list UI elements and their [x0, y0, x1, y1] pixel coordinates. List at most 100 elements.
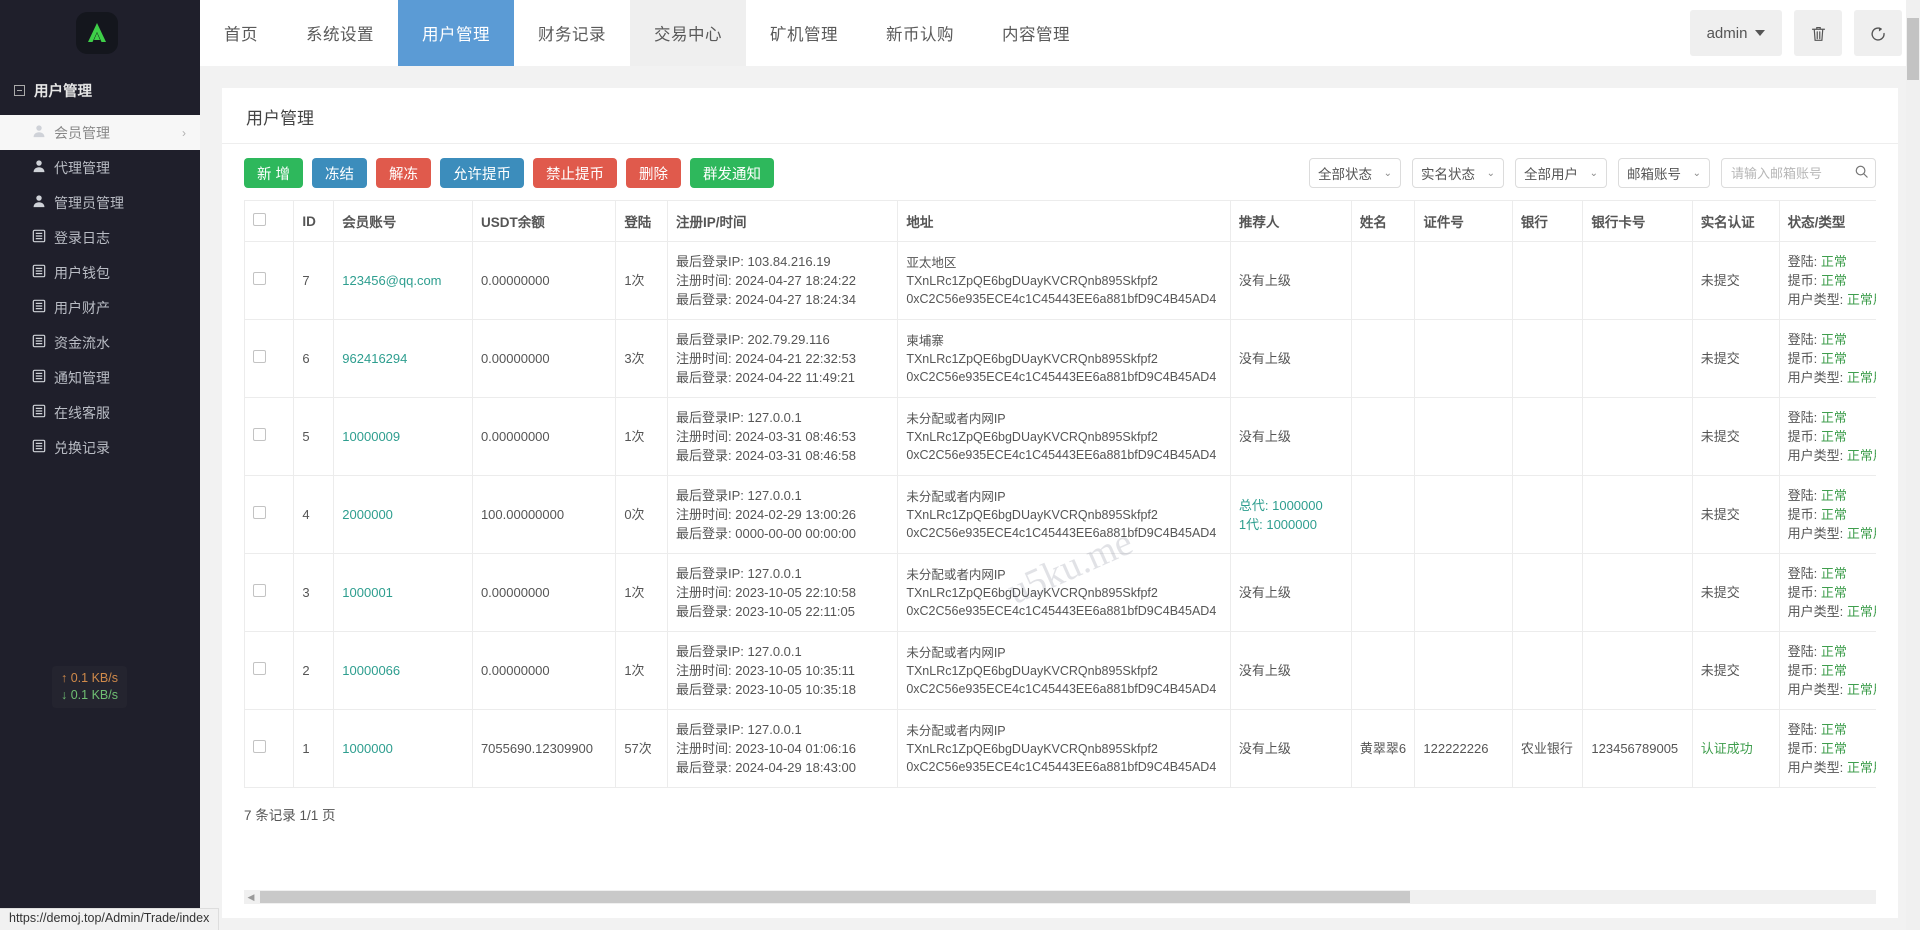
cell-address: 未分配或者内网IP TXnLRc1ZpQE6bgDUayKVCRQnb895Skf… — [897, 709, 1231, 788]
sidebar-item-8[interactable]: 在线客服 — [0, 395, 200, 430]
referrer-value: 没有上级 — [1238, 663, 1291, 678]
user-menu-button[interactable]: admin — [1690, 10, 1782, 56]
nav-link-0[interactable]: 首页 — [224, 26, 258, 44]
nav-link-3[interactable]: 财务记录 — [538, 26, 606, 44]
table-row[interactable]: 4 2000000 100.00000000 0次 最后登录IP: 127.0.0.1 注… — [244, 475, 1876, 554]
sidebar-group-header[interactable]: 用户管理 — [0, 66, 200, 115]
column-header-10: 银行 — [1511, 200, 1584, 242]
sidebar-item-3[interactable]: 登录日志 — [0, 220, 200, 255]
checkbox-icon[interactable] — [253, 506, 266, 519]
sidebar-item-5[interactable]: 用户财产 — [0, 290, 200, 325]
cell-account[interactable]: 1000001 — [333, 553, 473, 632]
sidebar-item-7[interactable]: 通知管理 — [0, 360, 200, 395]
checkbox-icon[interactable] — [253, 428, 266, 441]
cell-account[interactable]: 10000066 — [333, 631, 473, 710]
cell-id-no: 122222226 — [1414, 709, 1513, 788]
nav-link-5[interactable]: 矿机管理 — [770, 26, 838, 44]
sidebar-item-0[interactable]: 会员管理 › — [0, 115, 200, 150]
row-id: 7 — [302, 273, 310, 288]
action-button-5[interactable]: 删除 — [626, 158, 682, 188]
checkbox-icon[interactable] — [253, 272, 266, 285]
action-button-4[interactable]: 禁止提币 — [533, 158, 618, 188]
row-checkbox[interactable] — [244, 397, 295, 476]
row-checkbox[interactable] — [244, 709, 295, 788]
row-checkbox[interactable] — [244, 319, 295, 398]
checkbox-icon[interactable] — [253, 584, 266, 597]
sidebar-item-1[interactable]: 代理管理 — [0, 150, 200, 185]
action-button-3[interactable]: 允许提币 — [440, 158, 525, 188]
nav-link-2[interactable]: 用户管理 — [398, 0, 514, 66]
referrer-value: 没有上级 — [1238, 273, 1291, 288]
table-row[interactable]: 2 10000066 0.00000000 1次 最后登录IP: 127.0.0.1 注册… — [244, 631, 1876, 710]
address-line-region: 未分配或者内网IP — [906, 410, 1222, 428]
sidebar-item-2[interactable]: 管理员管理 — [0, 185, 200, 220]
cell-account[interactable]: 2000000 — [333, 475, 473, 554]
action-button-6[interactable]: 群发通知 — [690, 158, 775, 188]
status-label: 提币: — [1787, 741, 1821, 756]
select-all-checkbox[interactable] — [244, 200, 295, 242]
users-table-container[interactable]: ID 会员账号 USDT余额 登陆 注册IP/时间 地址 推荐人 姓名 证件号 银行 银行卡号 实名认… — [244, 200, 1876, 792]
row-checkbox[interactable] — [244, 475, 295, 554]
filter-select-0[interactable]: 全部状态 ⌄ — [1309, 158, 1401, 188]
nav-link-6[interactable]: 新币认购 — [886, 26, 954, 44]
cell-account[interactable]: 123456@qq.com — [333, 241, 473, 320]
nav-link-1[interactable]: 系统设置 — [306, 26, 374, 44]
sidebar-item-9[interactable]: 兑换记录 — [0, 430, 200, 465]
filter-select-2[interactable]: 全部用户 ⌄ — [1515, 158, 1607, 188]
search-input[interactable] — [1721, 158, 1876, 188]
kyc-status: 未提交 — [1700, 273, 1740, 288]
table-row[interactable]: 5 10000009 0.00000000 1次 最后登录IP: 127.0.0.1 注册… — [244, 397, 1876, 476]
cell-logins: 1次 — [615, 241, 669, 320]
horizontal-scrollbar[interactable]: ◀ — [244, 890, 1876, 904]
action-button-2[interactable]: 解冻 — [376, 158, 432, 188]
table-row[interactable]: 3 1000001 0.00000000 1次 最后登录IP: 127.0.0.1 注册时… — [244, 553, 1876, 632]
scrollbar-thumb[interactable] — [260, 891, 1410, 903]
sidebar-item-6[interactable]: 资金流水 — [0, 325, 200, 360]
triangle-a-logo-icon[interactable] — [76, 12, 118, 54]
column-header-12: 实名认证 — [1691, 200, 1780, 242]
user-menu-label: admin — [1706, 24, 1748, 42]
cell-account[interactable]: 10000009 — [333, 397, 473, 476]
checkbox-icon[interactable] — [253, 662, 266, 675]
checkbox-icon[interactable] — [253, 740, 266, 753]
page-scrollbar-thumb[interactable] — [1907, 18, 1919, 80]
row-checkbox[interactable] — [244, 553, 295, 632]
info-value: 127.0.0.1 — [747, 410, 802, 425]
cell-register-info: 最后登录IP: 103.84.216.19 注册时间: 2024-04-27 18… — [667, 241, 899, 320]
scroll-left-arrow[interactable]: ◀ — [247, 891, 255, 902]
filter-select-3[interactable]: 邮箱账号 ⌄ — [1618, 158, 1710, 188]
cell-bank — [1511, 319, 1584, 398]
table-row[interactable]: 7 123456@qq.com 0.00000000 1次 最后登录IP: 103.84… — [244, 241, 1876, 320]
logout-icon[interactable] — [1854, 10, 1902, 56]
search-icon[interactable] — [1854, 164, 1869, 182]
row-checkbox[interactable] — [244, 631, 295, 710]
sidebar-item-4[interactable]: 用户钱包 — [0, 255, 200, 290]
info-label: 最后登录: — [676, 604, 736, 619]
cell-referrer: 没有上级 — [1229, 553, 1352, 632]
action-button-1[interactable]: 冻结 — [312, 158, 368, 188]
cell-account[interactable]: 962416294 — [333, 319, 473, 398]
row-checkbox[interactable] — [244, 241, 295, 320]
address-line-region: 亚太地区 — [906, 254, 1222, 272]
table-row[interactable]: 1 1000000 7055690.12309900 57次 最后登录IP: 127.0… — [244, 709, 1876, 788]
filter-select-1[interactable]: 实名状态 ⌄ — [1412, 158, 1504, 188]
nav-link-7[interactable]: 内容管理 — [1002, 26, 1070, 44]
checkbox-icon[interactable] — [253, 350, 266, 363]
table-row[interactable]: 6 962416294 0.00000000 3次 最后登录IP: 202.79.29.… — [244, 319, 1876, 398]
network-speed-widget: ↑ 0.1 KB/s ↓ 0.1 KB/s — [52, 666, 127, 708]
status-label: 登陆: — [1787, 722, 1821, 737]
cell-kyc: 未提交 — [1691, 241, 1780, 320]
page-vertical-scrollbar[interactable] — [1906, 0, 1920, 930]
action-button-0[interactable]: 新 增 — [244, 158, 304, 188]
info-line-reg_time: 注册时间: 2023-10-04 01:06:16 — [676, 739, 889, 758]
address-line-addr1: TXnLRc1ZpQE6bgDUayKVCRQnb895Skfpf2 — [906, 740, 1222, 758]
trash-icon[interactable] — [1794, 10, 1842, 56]
kyc-status: 未提交 — [1700, 585, 1740, 600]
address-value: 未分配或者内网IP — [906, 723, 1006, 738]
info-label: 最后登录: — [676, 760, 736, 775]
nav-link-4[interactable]: 交易中心 — [630, 0, 746, 66]
address-line-addr2: 0xC2C56e935ECE4c1C45443EE6a881bfD9C4B45A… — [906, 524, 1222, 542]
cell-id-no — [1414, 475, 1513, 554]
checkbox-icon[interactable] — [253, 213, 266, 226]
cell-account[interactable]: 1000000 — [333, 709, 473, 788]
